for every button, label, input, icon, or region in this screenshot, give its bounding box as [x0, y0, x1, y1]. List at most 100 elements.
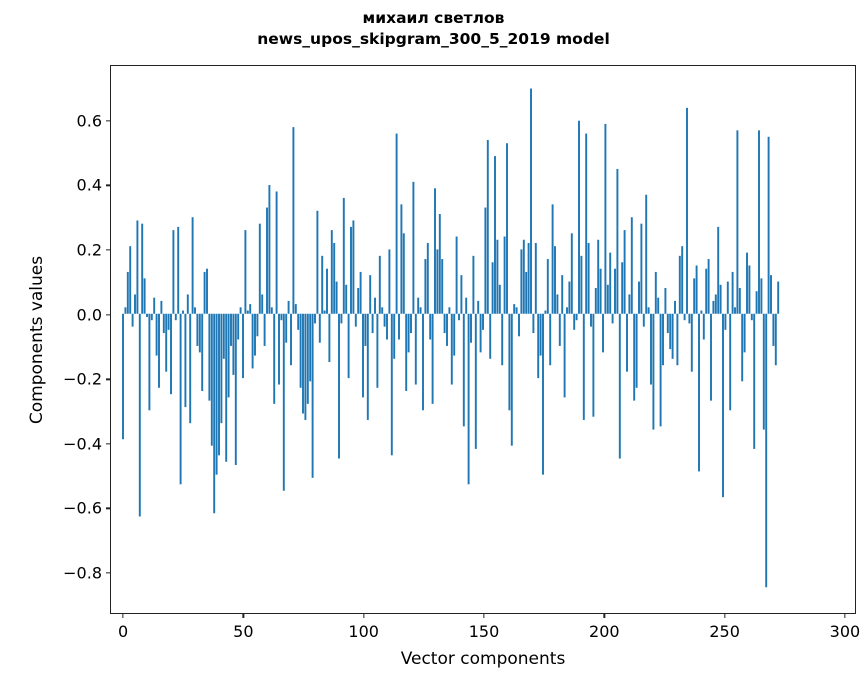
y-tick-label: 0.4 — [76, 175, 102, 195]
bar — [654, 271, 657, 314]
bar — [390, 313, 393, 456]
bar — [232, 313, 235, 375]
bar — [410, 313, 412, 334]
bar — [765, 313, 768, 588]
bar — [402, 233, 405, 314]
bar — [174, 313, 177, 321]
bar — [556, 294, 559, 314]
bar — [170, 313, 172, 395]
bar — [520, 249, 523, 314]
bar — [191, 217, 194, 314]
bar — [309, 313, 312, 382]
bar — [731, 271, 734, 314]
bar — [323, 310, 326, 314]
bar — [210, 313, 213, 446]
bar — [578, 120, 580, 314]
bar — [426, 242, 429, 314]
bar — [146, 313, 148, 317]
x-tick-mark — [122, 613, 124, 618]
y-tick-mark — [106, 249, 111, 251]
bar — [311, 313, 314, 478]
bar — [513, 304, 516, 314]
bar — [688, 313, 691, 324]
bar — [681, 246, 684, 314]
y-tick-mark — [106, 378, 111, 380]
bar — [167, 313, 170, 330]
y-tick-mark — [106, 184, 111, 187]
bar-series — [122, 88, 780, 588]
bar — [746, 252, 748, 314]
bar — [302, 313, 304, 414]
bar — [148, 313, 151, 411]
bar — [726, 281, 729, 314]
bar — [155, 313, 158, 356]
bar — [621, 262, 624, 314]
bar — [645, 194, 648, 314]
bar — [527, 242, 530, 314]
bar — [522, 239, 525, 314]
bar — [546, 259, 549, 314]
bar — [143, 278, 146, 314]
bar — [592, 313, 595, 417]
bar — [220, 313, 223, 424]
bar — [172, 230, 175, 314]
x-tick-mark — [483, 613, 485, 618]
bar — [662, 313, 664, 366]
bar — [606, 284, 609, 314]
bar — [530, 88, 532, 314]
bar — [671, 313, 674, 359]
bar — [186, 294, 189, 314]
bar — [436, 249, 439, 314]
y-tick-label: 0.2 — [76, 240, 102, 260]
bar — [616, 168, 619, 314]
bar — [354, 313, 357, 327]
bar — [335, 281, 338, 314]
bar — [534, 242, 537, 314]
y-tick-mark — [106, 572, 111, 574]
bar — [525, 271, 528, 314]
bar — [690, 313, 693, 372]
bar — [342, 197, 345, 314]
bar — [657, 297, 660, 314]
bar — [330, 230, 333, 314]
bar — [532, 313, 535, 334]
bar — [462, 313, 465, 427]
bar — [537, 313, 540, 379]
bar — [424, 259, 427, 314]
bar — [234, 313, 237, 465]
bar — [268, 185, 271, 314]
bar — [249, 304, 252, 314]
bar — [194, 307, 196, 314]
bar — [378, 255, 381, 314]
bar — [544, 310, 547, 314]
bar — [477, 300, 480, 314]
x-tick-label: 100 — [348, 622, 379, 641]
bar — [465, 297, 468, 314]
bar — [350, 226, 352, 314]
bar — [287, 300, 290, 314]
bar — [177, 226, 180, 314]
bar — [717, 226, 720, 314]
bar — [206, 268, 208, 314]
bar — [162, 313, 165, 334]
bar — [251, 313, 254, 369]
bar — [244, 230, 247, 314]
bar — [374, 297, 376, 314]
bar — [693, 278, 696, 314]
bar — [767, 136, 770, 314]
y-tick-label: 0.0 — [76, 305, 102, 325]
bar — [676, 313, 679, 366]
bar — [218, 313, 220, 456]
bar — [275, 191, 278, 314]
bar — [604, 123, 607, 314]
bar — [429, 313, 432, 340]
bar — [729, 313, 732, 411]
bar — [669, 313, 672, 350]
bar — [506, 143, 508, 314]
y-tick-mark — [106, 507, 111, 510]
bar — [760, 278, 763, 314]
x-tick-label: 0 — [117, 622, 129, 641]
bar — [314, 313, 316, 324]
y-tick-label: −0.8 — [63, 563, 102, 583]
bar — [333, 242, 336, 314]
